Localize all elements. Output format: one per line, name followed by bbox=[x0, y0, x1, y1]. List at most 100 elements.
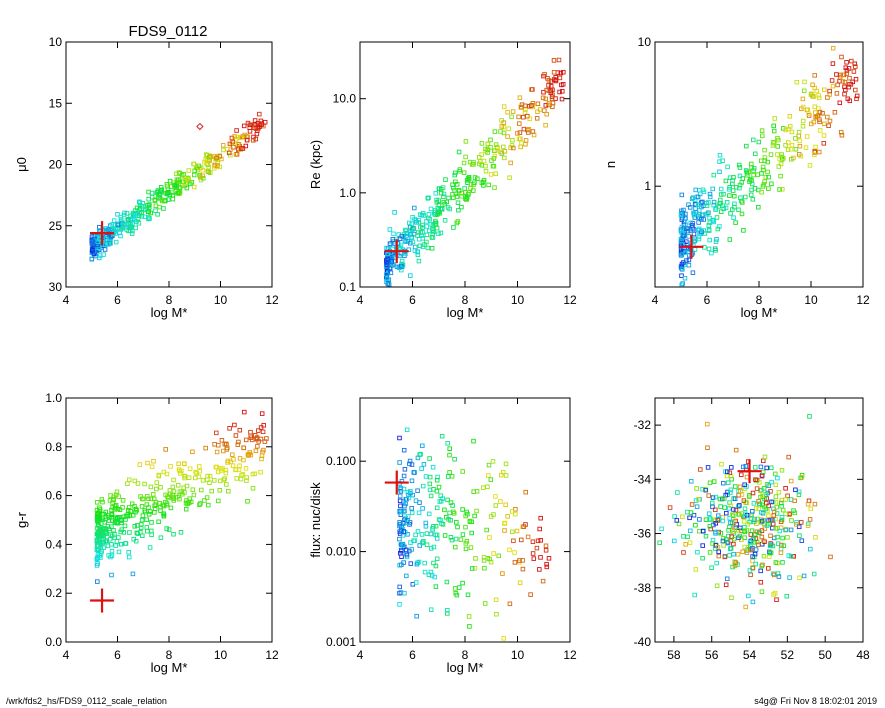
data-point bbox=[744, 143, 749, 149]
data-point bbox=[742, 535, 747, 540]
data-point bbox=[236, 142, 242, 147]
data-point bbox=[202, 159, 207, 165]
data-point bbox=[439, 187, 444, 192]
data-point bbox=[787, 575, 792, 580]
data-point bbox=[739, 492, 745, 497]
data-point bbox=[223, 470, 229, 476]
data-point bbox=[713, 248, 718, 253]
data-point bbox=[401, 529, 407, 534]
data-point bbox=[158, 485, 163, 490]
data-point bbox=[696, 202, 701, 208]
data-point bbox=[233, 467, 239, 472]
data-point bbox=[98, 540, 103, 546]
data-point bbox=[436, 484, 442, 490]
data-point bbox=[462, 186, 467, 191]
data-point bbox=[118, 541, 124, 547]
data-point bbox=[391, 231, 396, 237]
data-point bbox=[415, 233, 420, 238]
x-tick-label: 10 bbox=[214, 648, 228, 662]
data-point bbox=[261, 447, 266, 453]
data-point bbox=[517, 121, 522, 126]
data-point bbox=[146, 196, 151, 202]
data-point bbox=[507, 547, 512, 553]
data-point bbox=[94, 531, 100, 537]
data-point bbox=[687, 515, 692, 521]
data-point bbox=[727, 237, 733, 242]
data-point bbox=[464, 197, 469, 202]
data-point bbox=[212, 478, 217, 483]
data-point bbox=[769, 181, 774, 187]
data-point bbox=[558, 70, 564, 76]
data-point bbox=[846, 66, 852, 71]
data-point bbox=[715, 544, 721, 550]
data-point bbox=[398, 528, 404, 533]
data-point bbox=[839, 132, 845, 138]
data-point bbox=[183, 506, 189, 512]
data-point bbox=[244, 475, 249, 480]
data-point bbox=[438, 230, 444, 236]
data-point bbox=[724, 576, 730, 582]
data-point bbox=[397, 584, 402, 590]
data-point bbox=[456, 207, 461, 213]
x-tick-label: 8 bbox=[756, 293, 763, 307]
data-point bbox=[234, 152, 240, 157]
data-point bbox=[163, 447, 168, 452]
y-tick-label: 0.0 bbox=[45, 635, 62, 649]
data-point bbox=[709, 250, 714, 256]
data-point bbox=[102, 247, 108, 252]
y-tick-label: 1.0 bbox=[45, 391, 62, 405]
data-point bbox=[445, 608, 450, 613]
data-point bbox=[460, 469, 465, 474]
data-point bbox=[517, 580, 523, 586]
data-point bbox=[100, 526, 106, 531]
data-point bbox=[746, 593, 751, 599]
x-tick-label: 10 bbox=[214, 293, 228, 307]
data-point bbox=[749, 181, 755, 187]
data-point bbox=[129, 501, 135, 507]
data-point bbox=[216, 498, 221, 504]
data-point bbox=[749, 528, 755, 533]
data-point bbox=[754, 486, 760, 491]
data-point bbox=[741, 519, 747, 524]
data-point bbox=[109, 507, 114, 513]
data-point bbox=[137, 462, 143, 467]
y-tick-label: 0.100 bbox=[326, 454, 356, 468]
data-point bbox=[125, 508, 131, 513]
data-point bbox=[182, 461, 187, 466]
data-point bbox=[197, 468, 203, 474]
data-point bbox=[732, 204, 737, 210]
data-point bbox=[766, 483, 771, 488]
data-point bbox=[715, 226, 721, 232]
data-point bbox=[736, 504, 741, 509]
data-point bbox=[713, 531, 718, 536]
data-point bbox=[728, 487, 734, 493]
data-point bbox=[224, 482, 229, 487]
data-point bbox=[167, 488, 173, 493]
data-point bbox=[829, 78, 835, 83]
data-point bbox=[424, 219, 429, 224]
data-point bbox=[454, 194, 460, 199]
data-point bbox=[766, 566, 771, 571]
data-point bbox=[773, 526, 779, 531]
data-point bbox=[844, 60, 849, 65]
data-point bbox=[152, 503, 157, 509]
data-point bbox=[691, 212, 697, 218]
data-point bbox=[692, 247, 698, 252]
data-point bbox=[137, 199, 142, 205]
data-point bbox=[797, 575, 802, 581]
data-point bbox=[544, 87, 549, 93]
data-point bbox=[715, 513, 721, 518]
data-point bbox=[409, 510, 415, 516]
data-point bbox=[546, 83, 551, 88]
data-point bbox=[809, 121, 814, 127]
data-point bbox=[118, 217, 124, 222]
data-point bbox=[151, 458, 156, 464]
data-point bbox=[113, 505, 118, 511]
data-point bbox=[413, 580, 419, 585]
data-point bbox=[451, 511, 457, 516]
data-point bbox=[457, 167, 463, 172]
data-point bbox=[248, 433, 253, 439]
data-point bbox=[434, 532, 440, 538]
data-point bbox=[787, 114, 793, 119]
